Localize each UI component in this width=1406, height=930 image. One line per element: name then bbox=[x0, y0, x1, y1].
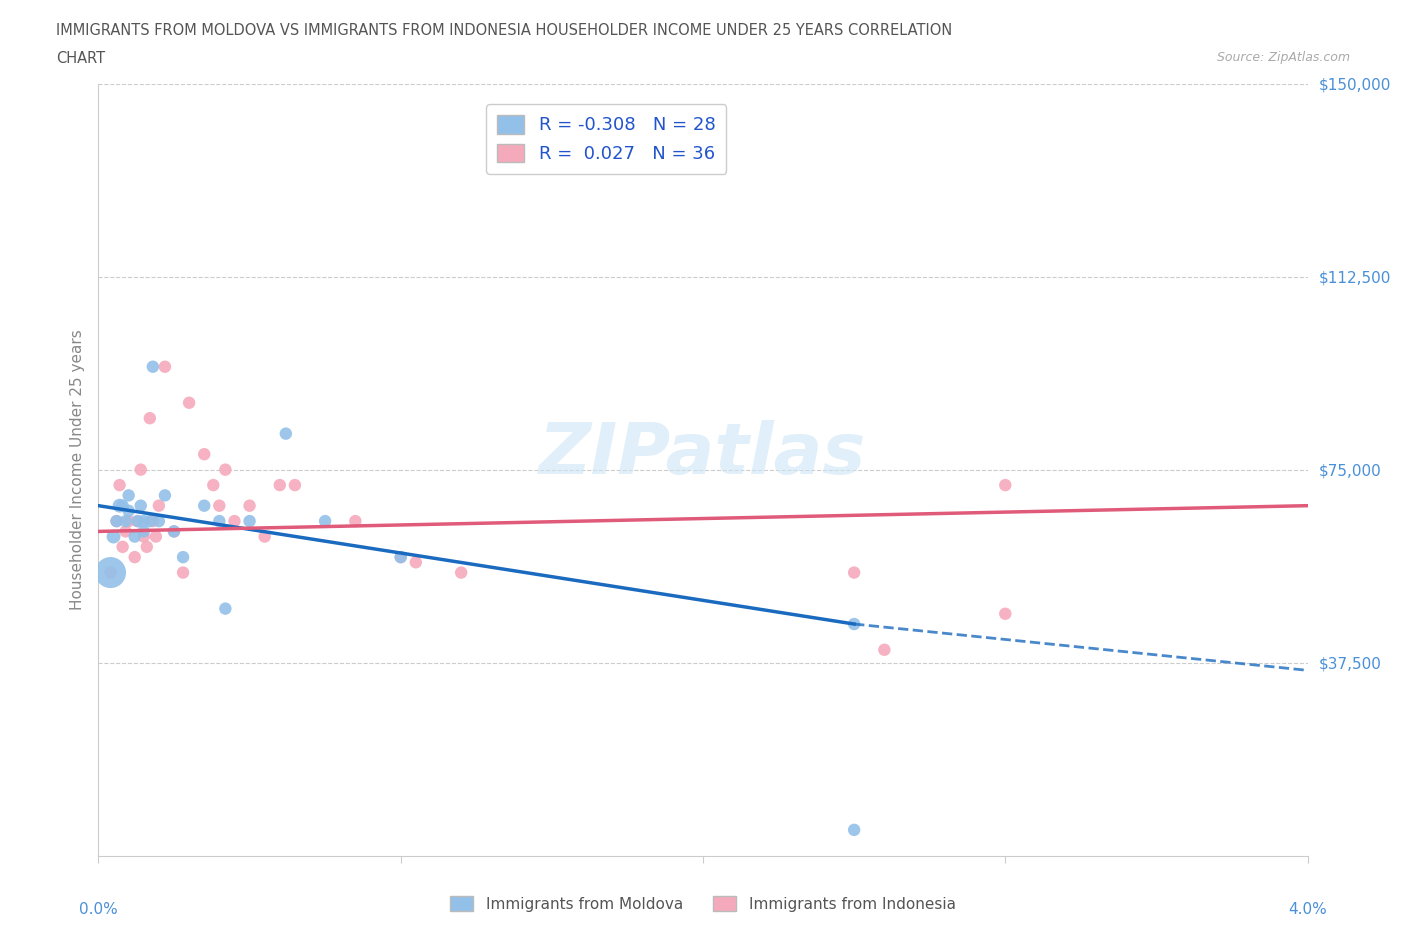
Text: ZIPatlas: ZIPatlas bbox=[540, 419, 866, 488]
Point bbox=[105, 513, 128, 528]
Point bbox=[118, 503, 141, 518]
Point bbox=[163, 524, 186, 538]
Point bbox=[994, 478, 1017, 493]
Point bbox=[208, 498, 231, 513]
Point bbox=[132, 524, 155, 538]
Point bbox=[103, 529, 125, 544]
Point bbox=[202, 478, 225, 493]
Point bbox=[389, 550, 412, 565]
Point bbox=[314, 513, 336, 528]
Point bbox=[239, 498, 262, 513]
Point bbox=[994, 606, 1017, 621]
Point bbox=[148, 513, 170, 528]
Legend: R = -0.308   N = 28, R =  0.027   N = 36: R = -0.308 N = 28, R = 0.027 N = 36 bbox=[486, 104, 727, 174]
Point bbox=[114, 524, 136, 538]
Point bbox=[108, 498, 131, 513]
Point bbox=[253, 529, 276, 544]
Point bbox=[111, 539, 134, 554]
Point bbox=[214, 601, 236, 616]
Point bbox=[105, 513, 128, 528]
Point bbox=[873, 643, 896, 658]
Y-axis label: Householder Income Under 25 years: Householder Income Under 25 years bbox=[69, 329, 84, 610]
Point bbox=[114, 513, 136, 528]
Point bbox=[844, 822, 866, 837]
Point bbox=[124, 529, 146, 544]
Point bbox=[100, 565, 122, 580]
Point bbox=[193, 498, 215, 513]
Point bbox=[118, 513, 141, 528]
Point bbox=[274, 426, 297, 441]
Text: 4.0%: 4.0% bbox=[1288, 902, 1327, 917]
Point bbox=[108, 478, 131, 493]
Point bbox=[139, 411, 162, 426]
Point bbox=[142, 513, 165, 528]
Point bbox=[844, 617, 866, 631]
Point bbox=[148, 498, 170, 513]
Point bbox=[844, 565, 866, 580]
Point bbox=[153, 488, 176, 503]
Point bbox=[177, 395, 201, 410]
Legend: Immigrants from Moldova, Immigrants from Indonesia: Immigrants from Moldova, Immigrants from… bbox=[444, 889, 962, 918]
Text: Source: ZipAtlas.com: Source: ZipAtlas.com bbox=[1216, 51, 1350, 64]
Point bbox=[135, 539, 157, 554]
Point bbox=[118, 488, 141, 503]
Point bbox=[208, 513, 231, 528]
Text: IMMIGRANTS FROM MOLDOVA VS IMMIGRANTS FROM INDONESIA HOUSEHOLDER INCOME UNDER 25: IMMIGRANTS FROM MOLDOVA VS IMMIGRANTS FR… bbox=[56, 23, 952, 38]
Point bbox=[100, 565, 122, 580]
Point bbox=[269, 478, 291, 493]
Point bbox=[224, 513, 246, 528]
Point bbox=[132, 513, 155, 528]
Point bbox=[139, 513, 162, 528]
Point bbox=[132, 529, 155, 544]
Text: 0.0%: 0.0% bbox=[79, 902, 118, 917]
Point bbox=[214, 462, 236, 477]
Point bbox=[450, 565, 472, 580]
Point bbox=[145, 529, 167, 544]
Point bbox=[142, 359, 165, 374]
Text: CHART: CHART bbox=[56, 51, 105, 66]
Point bbox=[405, 555, 427, 570]
Point bbox=[124, 550, 146, 565]
Point bbox=[239, 513, 262, 528]
Point bbox=[193, 446, 215, 461]
Point bbox=[344, 513, 367, 528]
Point bbox=[129, 462, 152, 477]
Point bbox=[284, 478, 307, 493]
Point bbox=[111, 498, 134, 513]
Point bbox=[172, 565, 194, 580]
Point bbox=[172, 550, 194, 565]
Point bbox=[389, 550, 412, 565]
Point bbox=[129, 498, 152, 513]
Point bbox=[127, 513, 149, 528]
Point bbox=[127, 513, 149, 528]
Point bbox=[153, 359, 176, 374]
Point bbox=[163, 524, 186, 538]
